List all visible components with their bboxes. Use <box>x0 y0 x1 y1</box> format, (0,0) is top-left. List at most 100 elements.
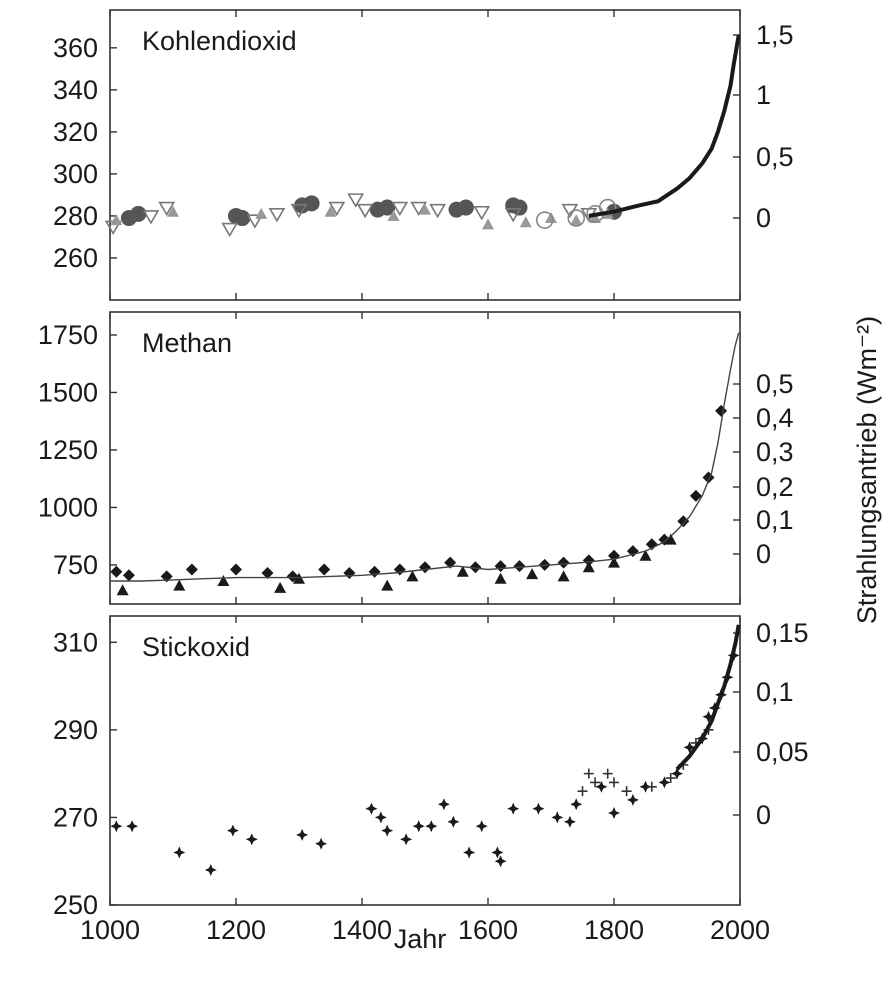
data-point-diamond <box>368 565 381 578</box>
plot-frame <box>109 9 741 301</box>
data-point-diamond <box>689 489 702 502</box>
y-tick-label: 320 <box>53 117 98 147</box>
y-tick-label: 310 <box>53 627 98 657</box>
data-point-triangle-up <box>482 218 494 230</box>
data-point-plus <box>665 773 676 784</box>
data-point-diamond <box>419 561 431 574</box>
data-point-triangle-up <box>519 216 532 228</box>
trend-line <box>588 34 741 218</box>
data-point-diamond <box>261 566 274 579</box>
data-point-circle <box>130 205 147 222</box>
data-point-triangle-down <box>410 201 428 217</box>
data-point-triangle-up <box>173 579 186 591</box>
data-point-star <box>494 855 507 868</box>
data-point-triangle-down <box>328 201 346 217</box>
data-point-star <box>226 824 239 837</box>
data-point-star <box>475 820 488 833</box>
y-tick-label: 250 <box>53 890 98 920</box>
plot-frame <box>109 615 741 906</box>
data-point-star <box>491 846 504 859</box>
y-tick-label: 280 <box>53 201 98 231</box>
data-point-diamond <box>469 561 482 574</box>
data-point-triangle-up <box>255 207 268 219</box>
x-tick-label: 1800 <box>584 915 644 945</box>
y2-tick-label: 0,05 <box>756 737 809 767</box>
y2-tick-label: 0,15 <box>756 618 809 648</box>
data-point-triangle-up <box>387 209 400 221</box>
x-tick-label: 1600 <box>458 915 518 945</box>
data-point-star <box>425 820 438 833</box>
x-tick-label: 2000 <box>710 915 770 945</box>
data-point-star <box>626 793 639 806</box>
data-point-star <box>126 820 139 833</box>
data-point-star <box>639 780 652 793</box>
y2-tick-label: 0,5 <box>756 142 794 172</box>
y-tick-label: 750 <box>53 550 98 580</box>
data-point-triangle-up <box>324 205 337 217</box>
data-point-star <box>595 780 608 793</box>
x-axis-title: Jahr <box>394 924 447 954</box>
data-point-star <box>173 846 186 859</box>
data-point-star <box>437 798 450 811</box>
data-point-diamond <box>557 556 570 569</box>
x-tick-label: 1400 <box>332 915 392 945</box>
data-point-triangle-up <box>526 568 539 580</box>
data-point-star <box>110 820 123 833</box>
data-point-star <box>551 811 564 824</box>
data-point-triangle-up <box>274 581 287 593</box>
data-point-triangle-up <box>419 203 431 215</box>
data-point-star <box>570 798 583 811</box>
data-point-star <box>204 864 217 876</box>
data-point-diamond <box>494 560 507 573</box>
data-point-star <box>658 776 671 789</box>
y2-tick-label: 0 <box>756 203 771 233</box>
data-point-plus <box>583 768 594 779</box>
y2-tick-label: 0 <box>756 539 771 569</box>
data-point-triangle-up <box>608 556 620 568</box>
y2-tick-label: 1,5 <box>756 20 794 50</box>
panel-kohlendioxid: 260 280 300 320 340 360 0 0,5 1 1,5 Kohlendioxid <box>53 9 794 301</box>
data-point-triangle-down <box>290 203 308 219</box>
data-point-triangle-down <box>246 214 264 229</box>
data-point-triangle-up <box>557 570 570 582</box>
data-point-triangle-up <box>494 572 507 584</box>
data-point-triangle-up <box>570 214 583 226</box>
data-point-triangle-down <box>347 193 365 208</box>
data-point-diamond <box>393 563 406 576</box>
y2-tick-label: 0,1 <box>756 505 794 535</box>
y2-tick-label: 0,4 <box>756 403 794 433</box>
data-point-circle-open <box>567 209 586 227</box>
data-point-plus <box>646 781 657 792</box>
data-point-triangle-down <box>221 222 239 238</box>
data-point-circle <box>303 195 320 212</box>
y2-tick-label: 0,5 <box>756 369 794 399</box>
data-point-triangle-up <box>406 570 419 582</box>
data-point-triangle-up <box>110 214 123 226</box>
data-point-star <box>365 802 378 815</box>
data-point-diamond <box>444 556 457 569</box>
data-point-diamond <box>318 563 331 576</box>
data-point-circle <box>379 199 396 216</box>
data-point-star <box>412 820 425 833</box>
panel-title: Stickoxid <box>142 632 250 662</box>
data-point-plus <box>602 768 613 779</box>
y-tick-label: 1000 <box>38 492 98 522</box>
trend-line <box>675 624 741 771</box>
data-point-triangle-down <box>158 201 176 217</box>
data-point-star <box>683 741 696 754</box>
data-point-triangle-up <box>167 205 179 217</box>
data-point-star <box>671 767 683 780</box>
data-point-triangle-up <box>582 561 595 573</box>
data-point-star <box>702 710 715 723</box>
data-point-star <box>315 837 328 850</box>
data-point-star <box>296 828 309 841</box>
y2-tick-label: 0,1 <box>756 677 794 707</box>
data-point-triangle-down <box>142 210 160 225</box>
y-tick-label: 1250 <box>38 435 98 465</box>
y-tick-label: 1750 <box>38 320 98 350</box>
data-point-diamond <box>185 563 198 576</box>
y-tick-label: 300 <box>53 159 98 189</box>
y-tick-label: 290 <box>53 715 98 745</box>
data-point-triangle-down <box>356 203 374 219</box>
